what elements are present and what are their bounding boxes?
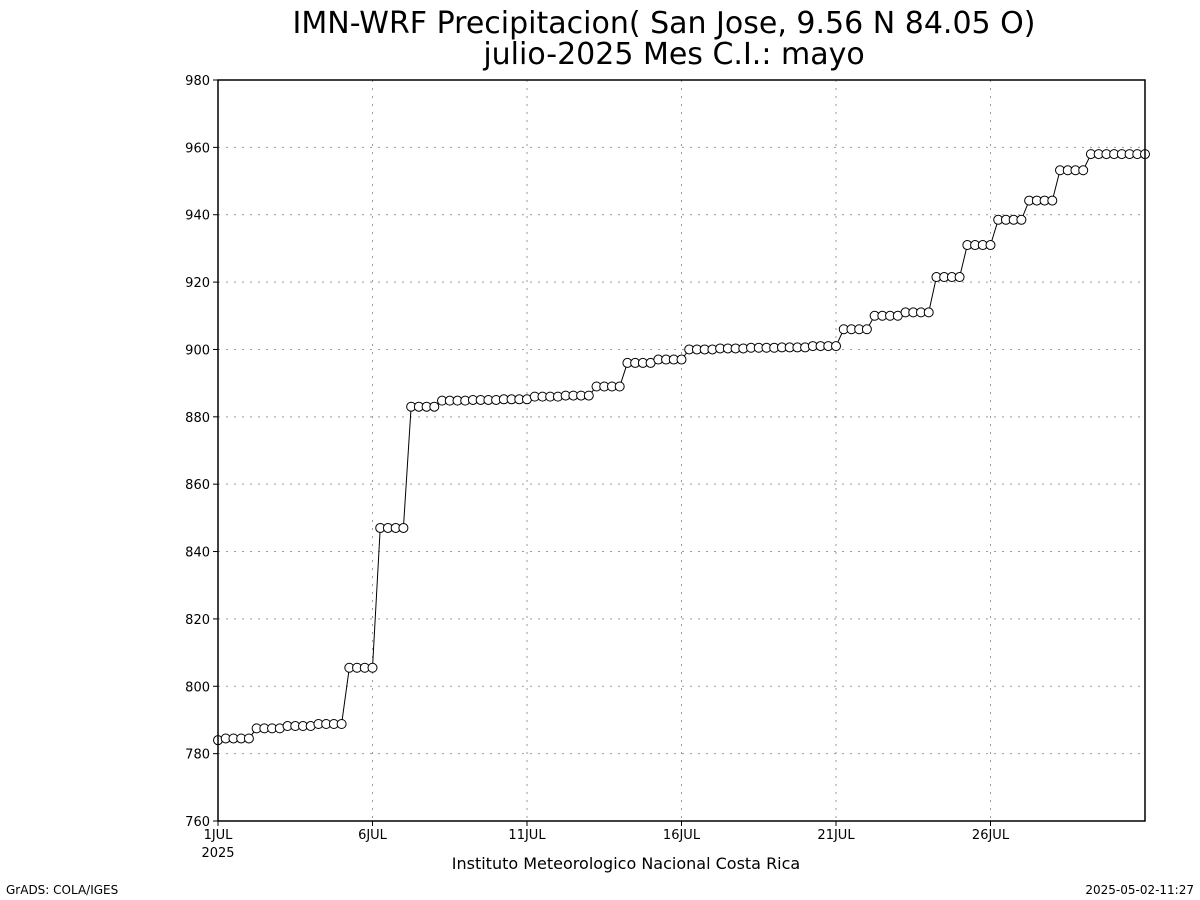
y-tick-label: 960	[185, 141, 210, 156]
data-point	[429, 401, 440, 412]
data-point	[676, 354, 687, 365]
data-point	[985, 240, 996, 251]
y-tick-label: 820	[185, 613, 210, 628]
data-point	[923, 307, 934, 318]
grid-lines	[218, 80, 1145, 821]
plot-frame	[217, 79, 1146, 822]
x-tick-label: 11JUL	[508, 828, 546, 843]
x-tick-label: 6JUL	[358, 828, 388, 843]
x-tick-label: 16JUL	[663, 828, 701, 843]
y-tick-label: 900	[185, 343, 210, 358]
y-tick-label: 780	[185, 748, 210, 763]
series-layer	[213, 149, 1150, 746]
y-tick-label: 840	[185, 546, 210, 561]
data-point	[1047, 195, 1058, 206]
y-tick-label: 760	[185, 815, 210, 830]
chart-subtitle: julio-2025 Mes C.I.: mayo	[482, 37, 864, 72]
y-axis: 760 780 800 820 840 860 880 900 920 940 960 980	[185, 74, 218, 830]
data-point	[336, 719, 347, 729]
y-tick-label: 940	[185, 209, 210, 224]
x-tick-label: 21JUL	[817, 828, 855, 843]
x-axis: 1JUL 6JUL 11JUL 16JUL 21JUL 26JUL	[204, 821, 1010, 843]
data-point	[583, 390, 594, 401]
data-point	[954, 272, 965, 283]
series-line	[217, 153, 1145, 741]
data-point	[614, 381, 625, 392]
data-point	[831, 341, 841, 352]
credit-right: 2025-05-02-11:27	[1085, 883, 1194, 897]
x-tick-label: 26JUL	[972, 828, 1010, 843]
y-tick-label: 800	[185, 680, 210, 695]
y-tick-label: 980	[185, 74, 210, 89]
y-tick-label: 920	[185, 276, 210, 291]
credit-left: GrADS: COLA/IGES	[6, 883, 118, 897]
data-point	[1078, 165, 1089, 176]
data-point	[1016, 214, 1027, 225]
data-point	[367, 662, 378, 673]
y-tick-label: 860	[185, 478, 210, 493]
data-point	[243, 733, 254, 744]
data-point	[398, 522, 409, 533]
data-point	[861, 324, 872, 335]
chart-title: IMN-WRF Precipitacion( San Jose, 9.56 N …	[293, 6, 1036, 41]
y-tick-label: 880	[185, 411, 210, 426]
chart-footer: Instituto Meteorologico Nacional Costa R…	[452, 854, 800, 873]
x-axis-year-label: 2025	[201, 846, 234, 861]
x-tick-label: 1JUL	[204, 828, 234, 843]
